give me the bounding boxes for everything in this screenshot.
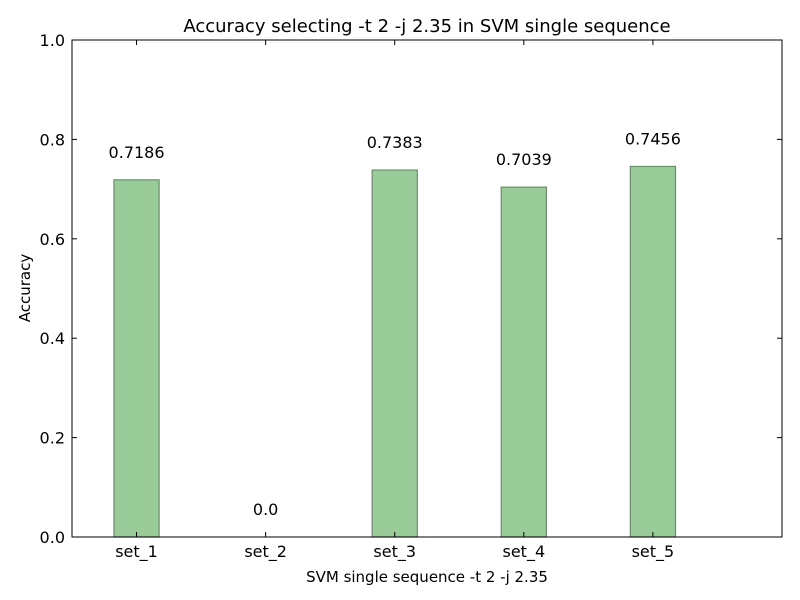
plot-frame	[71, 39, 783, 538]
x-tick-label-set_2: set_2	[244, 542, 287, 562]
value-label-set_2: 0.0	[253, 500, 278, 519]
bar-set_1	[113, 179, 160, 538]
y-tick-label-0.0: 0.0	[40, 528, 65, 547]
bar-set_3	[371, 169, 418, 538]
x-tick-label-set_4: set_4	[502, 542, 545, 562]
y-tick-label-0.8: 0.8	[40, 130, 65, 149]
value-label-set_3: 0.7383	[367, 133, 423, 152]
chart-title: Accuracy selecting -t 2 -j 2.35 in SVM s…	[183, 16, 670, 37]
value-label-set_1: 0.7186	[109, 143, 165, 162]
x-tick-label-set_5: set_5	[632, 542, 675, 562]
value-labels-layer: 0.7186 0.0 0.7383 0.7039 0.7456	[109, 129, 681, 519]
value-label-set_4: 0.7039	[496, 150, 552, 169]
y-tick-label-1.0: 1.0	[40, 31, 65, 50]
bars-layer	[113, 165, 677, 538]
bar-set_5	[629, 165, 677, 538]
y-tick-label-0.4: 0.4	[40, 329, 65, 348]
y-axis-label: Accuracy	[16, 254, 34, 323]
x-tick-label-set_1: set_1	[115, 542, 158, 562]
x-axis-label: SVM single sequence -t 2 -j 2.35	[306, 568, 548, 586]
y-tick-label-0.6: 0.6	[40, 230, 65, 249]
x-tick-label-set_3: set_3	[373, 542, 416, 562]
bar-set_4	[500, 186, 548, 538]
y-axis-ticks: 0.0 0.2 0.4 0.6 0.8 1.0	[40, 31, 782, 547]
value-label-set_5: 0.7456	[625, 129, 681, 148]
x-axis-ticks: set_1 set_2 set_3 set_4 set_5	[115, 40, 674, 562]
y-tick-label-0.2: 0.2	[40, 429, 65, 448]
